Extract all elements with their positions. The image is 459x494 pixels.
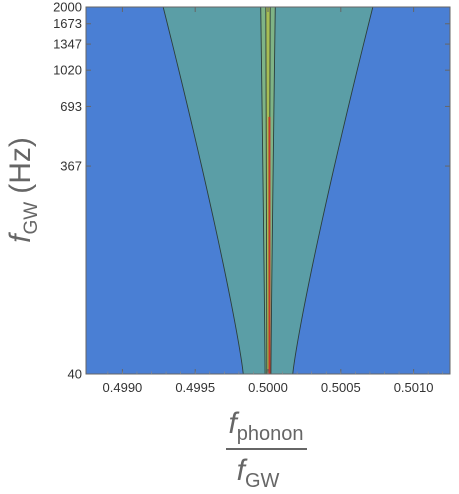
y-axis-title: fGW (Hz) <box>4 137 42 243</box>
svg-text:fGW: fGW <box>237 454 280 492</box>
x-axis-denominator-subscript: GW <box>245 470 280 492</box>
y-axis-subscript: GW <box>21 202 42 235</box>
y-tick-label: 1673 <box>53 16 82 31</box>
svg-text:fphonon: fphonon <box>228 407 303 445</box>
svg-text:fGW(Hz): fGW (Hz) <box>4 137 42 243</box>
x-axis-denominator-symbol: f <box>237 454 248 487</box>
y-tick-label: 2000 <box>53 0 82 15</box>
y-tick-label: 1020 <box>53 63 82 78</box>
x-axis: 0.4990 0.4995 0.5000 0.5005 0.5010 <box>103 7 444 395</box>
y-tick-label: 367 <box>60 159 82 174</box>
y-axis-unit: (Hz) <box>4 137 37 194</box>
x-tick-label: 0.4995 <box>175 380 215 395</box>
x-axis-title: fphonon fGW <box>226 407 307 492</box>
x-axis-numerator-subscript: phonon <box>237 423 304 445</box>
y-tick-label: 40 <box>68 367 82 382</box>
x-tick-label: 0.5000 <box>248 380 288 395</box>
x-axis-numerator-symbol: f <box>228 407 239 440</box>
x-tick-label: 0.4990 <box>103 380 143 395</box>
x-tick-label: 0.5010 <box>394 380 434 395</box>
y-axis-symbol: f <box>4 232 37 243</box>
y-tick-label: 693 <box>60 99 82 114</box>
x-tick-label: 0.5005 <box>321 380 361 395</box>
plot-area <box>86 7 450 374</box>
y-tick-label: 1347 <box>53 37 82 52</box>
